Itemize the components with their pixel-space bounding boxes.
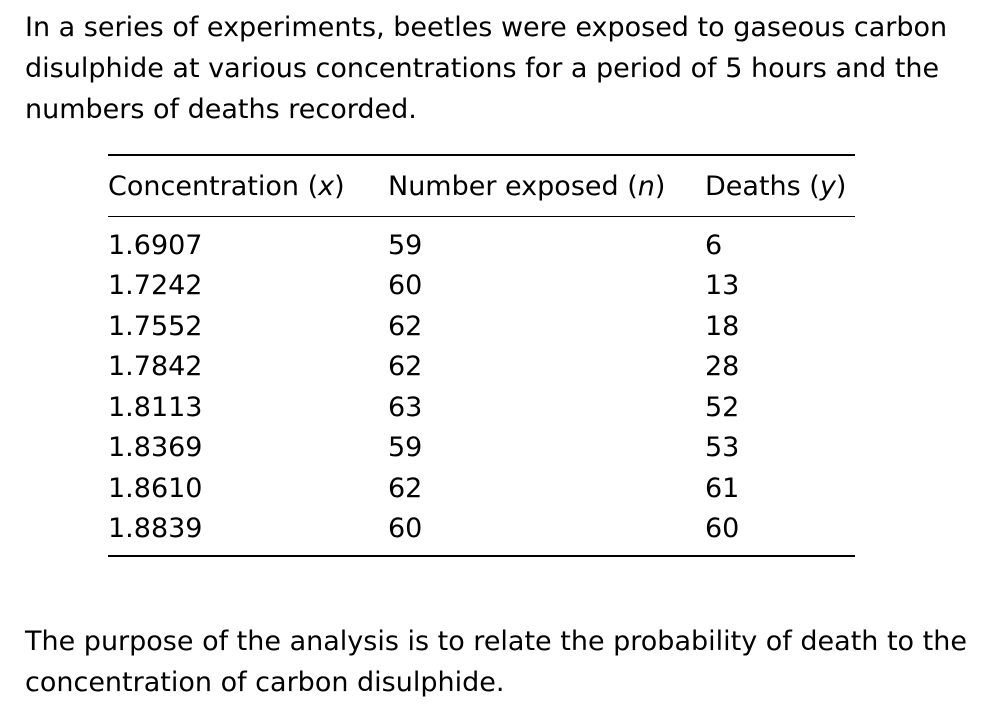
cell-number-exposed: 62 — [388, 310, 423, 342]
table-row: 1.7552 62 18 — [108, 306, 855, 347]
table-row: 1.8839 60 60 — [108, 508, 855, 557]
cell-number-exposed: 60 — [388, 270, 423, 302]
intro-paragraph: In a series of experiments, beetles were… — [25, 12, 948, 125]
cell-number-exposed: 60 — [388, 508, 705, 557]
cell-concentration: 1.6907 — [108, 229, 203, 261]
table-row: 1.7242 60 13 — [108, 266, 855, 307]
cell-deaths: 13 — [705, 270, 740, 302]
header-concentration: Concentration (x) — [108, 154, 388, 217]
table-row: 1.8369 59 53 — [108, 428, 855, 469]
cell-deaths: 28 — [705, 351, 740, 383]
table-row: 1.8610 62 61 — [108, 468, 855, 509]
outro-paragraph: The purpose of the analysis is to relate… — [25, 626, 967, 698]
table-row: 1.8113 63 52 — [108, 387, 855, 428]
header-label: Deaths — [705, 170, 801, 202]
cell-number-exposed: 63 — [388, 391, 423, 423]
cell-concentration: 1.7552 — [108, 310, 203, 342]
header-row: Concentration (x) Number exposed (n) Dea… — [108, 154, 855, 217]
header-variable: n — [637, 170, 655, 202]
cell-concentration: 1.8610 — [108, 472, 203, 504]
table-row: 1.7842 62 28 — [108, 347, 855, 388]
header-variable: y — [819, 170, 836, 202]
cell-deaths: 60 — [705, 508, 855, 557]
cell-concentration: 1.7842 — [108, 351, 203, 383]
header-number-exposed: Number exposed (n) — [388, 154, 705, 217]
cell-number-exposed: 62 — [388, 472, 423, 504]
header-deaths: Deaths (y) — [705, 154, 855, 217]
cell-concentration: 1.8839 — [108, 508, 388, 557]
cell-deaths: 53 — [705, 432, 740, 464]
cell-number-exposed: 62 — [388, 351, 423, 383]
header-label: Number exposed — [388, 170, 619, 202]
header-variable: x — [318, 170, 335, 202]
cell-concentration: 1.8369 — [108, 432, 203, 464]
data-table: Concentration (x) Number exposed (n) Dea… — [108, 154, 855, 557]
header-label: Concentration — [108, 170, 300, 202]
cell-concentration: 1.8113 — [108, 391, 203, 423]
cell-number-exposed: 59 — [388, 229, 423, 261]
table-row: 1.6907 59 6 — [108, 217, 855, 266]
cell-deaths: 18 — [705, 310, 740, 342]
cell-deaths: 61 — [705, 472, 740, 504]
cell-deaths: 52 — [705, 391, 740, 423]
cell-number-exposed: 59 — [388, 432, 423, 464]
cell-concentration: 1.7242 — [108, 270, 203, 302]
cell-deaths: 6 — [705, 229, 723, 261]
